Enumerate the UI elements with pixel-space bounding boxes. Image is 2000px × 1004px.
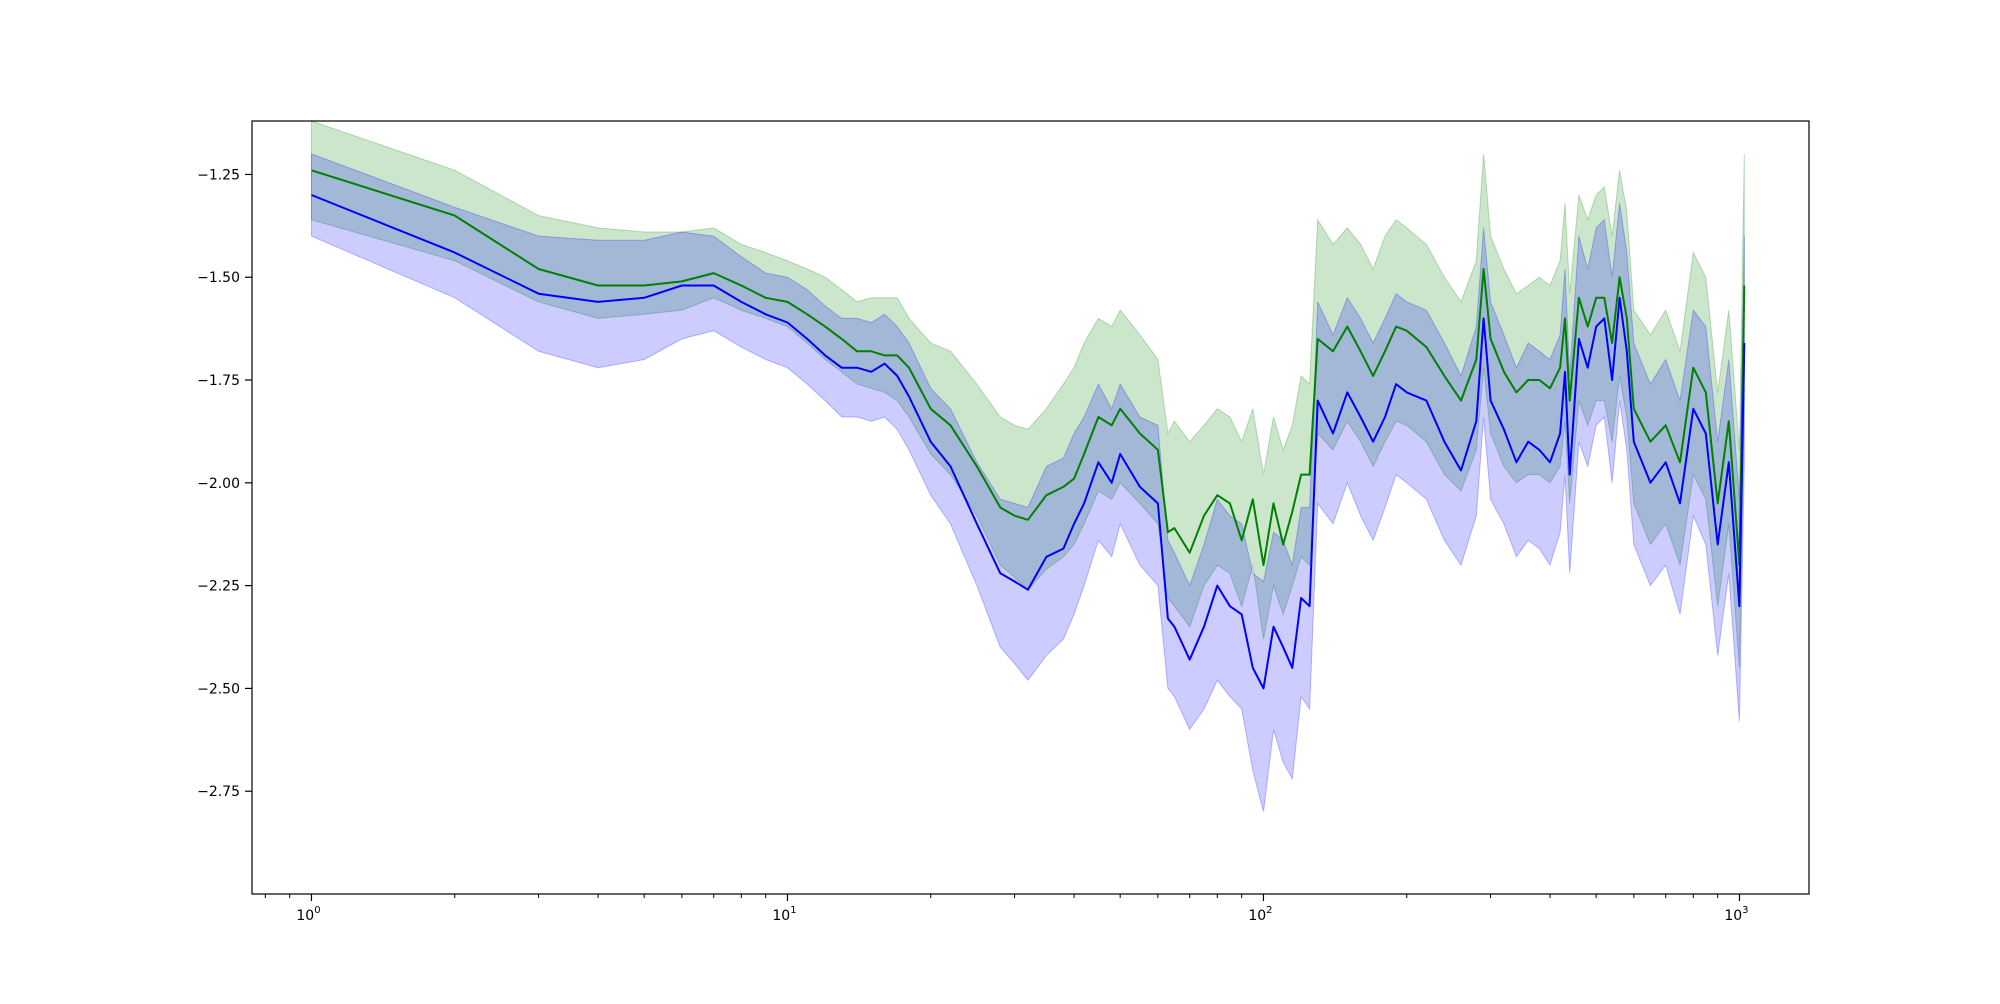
plot-frame — [251, 120, 1810, 895]
series-lines — [311, 169, 1746, 690]
series-0-line — [311, 169, 1746, 567]
confidence-bands — [311, 120, 1745, 812]
x-tick-label: 102 — [1248, 905, 1272, 924]
x-tick-label: 103 — [1724, 905, 1748, 924]
x-axis: 100 101 102 103 — [264, 894, 1749, 924]
series-1-band — [311, 153, 1745, 812]
series-1-line — [311, 194, 1746, 690]
y-tick-label: −1.75 — [197, 373, 240, 389]
y-axis: −1.25 −1.50 −1.75 −2.00 −2.25 −2.50 −2.75 — [197, 167, 252, 800]
y-tick-label: −2.75 — [197, 784, 240, 800]
series-0-band — [311, 120, 1745, 668]
y-tick-label: −2.00 — [197, 476, 240, 492]
x-tick-label: 101 — [772, 905, 796, 924]
y-tick-label: −1.25 — [197, 167, 240, 183]
y-tick-label: −2.50 — [197, 681, 240, 697]
x-tick-label: 100 — [296, 905, 320, 924]
y-tick-label: −2.25 — [197, 579, 240, 595]
y-tick-label: −1.50 — [197, 270, 240, 286]
